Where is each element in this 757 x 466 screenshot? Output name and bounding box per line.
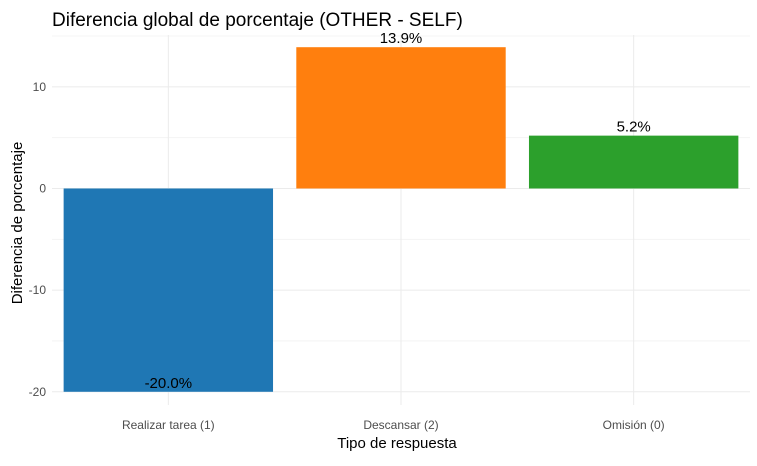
bar-value-label: 5.2%: [617, 119, 651, 136]
bar-value-label: 13.9%: [380, 30, 423, 47]
bar: [528, 135, 739, 189]
bar-value-label: -20.0%: [145, 375, 193, 392]
y-tick-label: -10: [29, 283, 47, 297]
x-tick-label: Realizar tarea (1): [122, 418, 215, 432]
x-axis-title: Tipo de respuesta: [337, 435, 457, 452]
y-tick-label: -20: [29, 385, 47, 399]
y-axis-ticks: -20 -10 0 10: [29, 80, 47, 399]
data-labels: -20.0% 13.9% 5.2%: [145, 30, 651, 392]
x-tick-label: Descansar (2): [363, 418, 438, 432]
chart-title: Diferencia global de porcentaje (OTHER -…: [52, 10, 463, 31]
bar: [63, 188, 274, 392]
y-tick-label: 10: [33, 80, 47, 94]
x-tick-label: Omisión (0): [603, 418, 665, 432]
bars: [63, 47, 739, 392]
y-tick-label: 0: [39, 181, 46, 195]
x-axis-ticks: Realizar tarea (1) Descansar (2) Omisión (…: [122, 418, 665, 432]
bar: [296, 47, 506, 189]
y-axis-title: Diferencia de porcentaje: [9, 142, 26, 305]
